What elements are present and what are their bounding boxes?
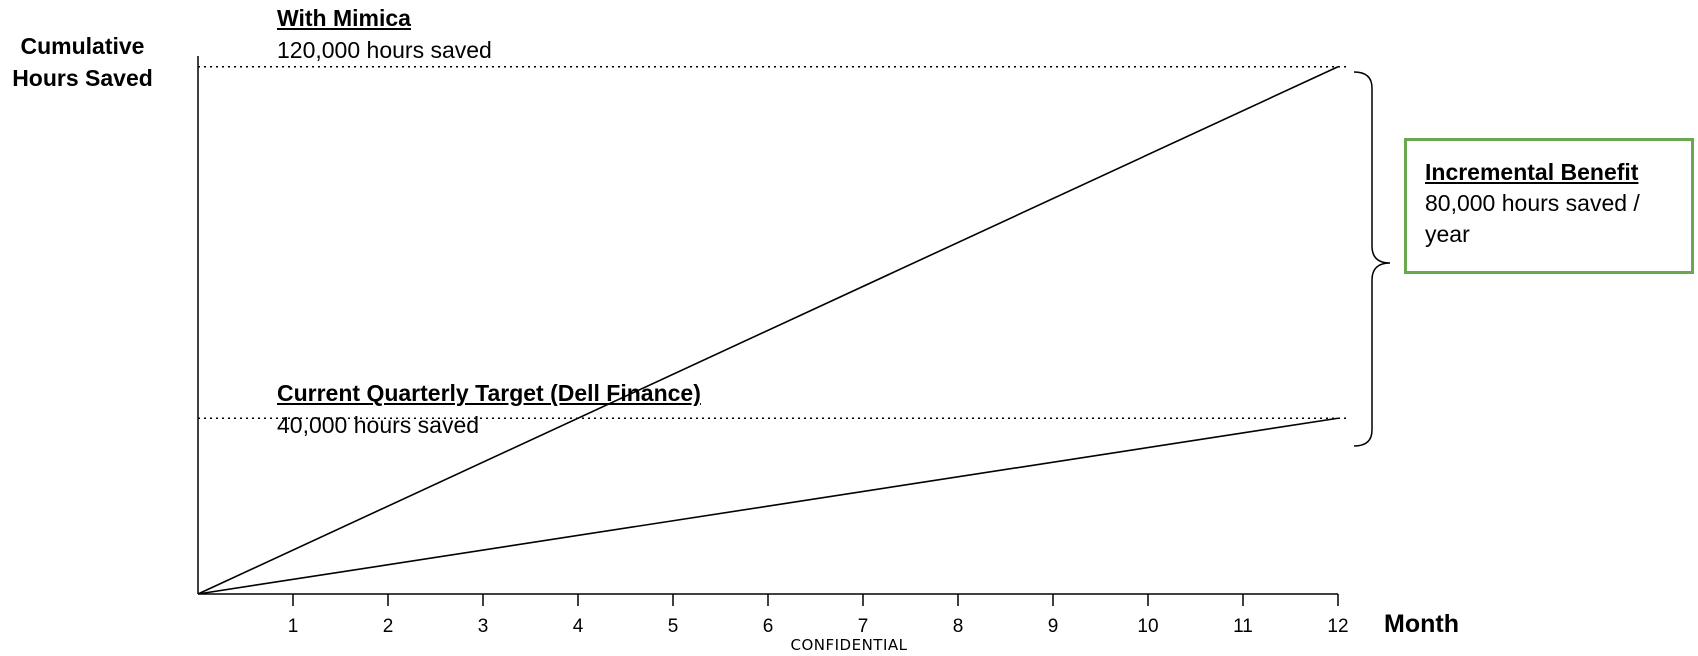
- x-tick-label-4: 4: [573, 616, 584, 637]
- x-tick-label-3: 3: [478, 616, 489, 637]
- x-tick-label-12: 12: [1327, 616, 1348, 637]
- x-tick-label-5: 5: [668, 616, 679, 637]
- x-tick-label-7: 7: [858, 616, 869, 637]
- x-tick-label-11: 11: [1233, 616, 1253, 637]
- target-annotation-title: Current Quarterly Target (Dell Finance): [277, 380, 701, 406]
- benefit-title: Incremental Benefit: [1425, 159, 1639, 185]
- benefit-brace: [1353, 71, 1391, 447]
- x-tick-label-1: 1: [288, 616, 299, 637]
- series-lines: [197, 66, 1339, 595]
- reference-lines: [198, 65, 1348, 419]
- incremental-benefit-box: Incremental Benefit 80,000 hours saved /…: [1404, 138, 1694, 274]
- x-ticks: 1 2 3 4 5 6 7 8 9 10 11 12: [288, 594, 1349, 637]
- x-tick-label-8: 8: [953, 616, 964, 637]
- benefit-value: 80,000 hours saved / year: [1425, 190, 1640, 247]
- x-tick-label-6: 6: [763, 616, 774, 637]
- mimica-annotation-title: With Mimica: [277, 5, 411, 31]
- x-axis-label: Month: [1384, 610, 1459, 638]
- series-line-current-target: [197, 417, 1339, 595]
- x-tick-label-10: 10: [1137, 616, 1158, 637]
- series-line-with-mimica: [197, 66, 1339, 595]
- confidential-footer: CONFIDENTIAL: [790, 636, 908, 654]
- x-tick-label-2: 2: [383, 616, 394, 637]
- y-axis-label: Cumulative Hours Saved: [12, 33, 153, 91]
- target-annotation-value: 40,000 hours saved: [277, 412, 480, 438]
- mimica-annotation-value: 120,000 hours saved: [277, 37, 492, 63]
- x-tick-label-9: 9: [1048, 616, 1059, 637]
